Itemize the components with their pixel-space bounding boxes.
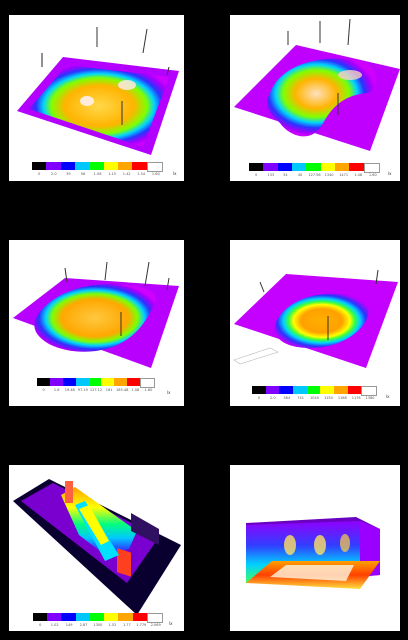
tick: 1.58 bbox=[131, 388, 140, 392]
tick: 1150 bbox=[323, 396, 333, 400]
tick: 1.60 bbox=[368, 173, 377, 177]
tick: 2.0 bbox=[51, 172, 57, 176]
legend-ticks-1: 0 2.0 39 56 1.08 1.15 1.42 1.54 1.60 bbox=[32, 172, 163, 176]
color-legend-1 bbox=[32, 162, 163, 172]
tick: 127.56 bbox=[308, 173, 321, 177]
tick: 0 bbox=[255, 173, 258, 177]
tick: 1.52 bbox=[108, 623, 117, 627]
tick: 185.48 bbox=[116, 388, 129, 392]
tick: 1.02 bbox=[50, 623, 59, 627]
tick: 384 bbox=[283, 396, 291, 400]
tick: 161 bbox=[105, 388, 113, 392]
tick: 741 bbox=[297, 396, 304, 400]
tick: 34 bbox=[283, 173, 288, 177]
tick: 1168 bbox=[337, 396, 347, 400]
tick: 1.15 bbox=[108, 172, 116, 176]
color-legend-2 bbox=[249, 163, 380, 173]
color-legend-4 bbox=[252, 386, 378, 396]
illuminance-plot-5 bbox=[13, 479, 181, 615]
tick: 56 bbox=[80, 172, 86, 176]
legend-ticks-5: 0 1.02 149 2.87 1300 1.52 1.77 1.779 2.0… bbox=[33, 623, 163, 627]
tick: 2.87 bbox=[79, 623, 88, 627]
illuminance-plot-4 bbox=[233, 269, 398, 368]
legend-unit-2: lx bbox=[388, 171, 392, 176]
tick: 127.12 bbox=[89, 388, 103, 392]
rendering-panel-5: 0 1.02 149 2.87 1300 1.52 1.77 1.779 2.0… bbox=[9, 465, 184, 631]
rendering-panel-4: 0 2.0 384 741 1040 1150 1168 1176 1380 l… bbox=[230, 240, 400, 406]
tick: 1040 bbox=[310, 396, 319, 400]
illuminance-plot-6 bbox=[246, 517, 380, 589]
tick: 1.60 bbox=[151, 172, 160, 176]
tick: 1.77 bbox=[122, 623, 131, 627]
tick: 1.8 bbox=[53, 388, 60, 392]
legend-unit-3: lx bbox=[167, 390, 171, 395]
tick: 133 bbox=[267, 173, 275, 177]
legend-ticks-2: 0 133 34 40 127.56 1340 1471 1.48 1.60 bbox=[249, 173, 380, 177]
tick: 39 bbox=[66, 172, 71, 176]
tick: 1176 bbox=[351, 396, 361, 400]
tick: 1.54 bbox=[137, 172, 146, 176]
tick: 1340 bbox=[324, 173, 334, 177]
rendering-panel-6 bbox=[230, 465, 400, 631]
rendering-panel-2: 0 133 34 40 127.56 1340 1471 1.48 1.60 l… bbox=[230, 15, 400, 181]
legend-ticks-3: 0 1.8 19.48 97.19 127.12 161 185.48 1.58… bbox=[37, 388, 155, 392]
tick: 1300 bbox=[93, 623, 103, 627]
tick: 1471 bbox=[339, 173, 349, 177]
tick: 1380 bbox=[365, 396, 375, 400]
tick: 97.19 bbox=[77, 388, 88, 392]
tick: 1.779 bbox=[136, 623, 147, 627]
tick: 2.069 bbox=[150, 623, 161, 627]
tick: 1.48 bbox=[354, 173, 363, 177]
legend-unit-1: lx bbox=[173, 171, 177, 176]
tick: 0 bbox=[42, 388, 45, 392]
tick: 19.48 bbox=[64, 388, 75, 392]
illuminance-plot-2 bbox=[234, 18, 400, 151]
color-legend-5 bbox=[33, 613, 163, 623]
tick: 1.42 bbox=[122, 172, 131, 176]
legend-ticks-4: 0 2.0 384 741 1040 1150 1168 1176 1380 bbox=[252, 396, 377, 400]
rendering-panel-1: 0 2.0 39 56 1.08 1.15 1.42 1.54 1.60 lx bbox=[9, 15, 184, 181]
tick: 1.60 bbox=[144, 388, 153, 392]
tick: 40 bbox=[297, 173, 303, 177]
tick: 0 bbox=[38, 172, 41, 176]
legend-unit-5: lx bbox=[169, 621, 173, 626]
tick: 149 bbox=[65, 623, 73, 627]
tick: 0 bbox=[39, 623, 42, 627]
rendering-panel-3: 0 1.8 19.48 97.19 127.12 161 185.48 1.58… bbox=[9, 240, 184, 406]
color-legend-3 bbox=[37, 378, 156, 388]
tick: 2.0 bbox=[270, 396, 276, 400]
tick: 1.08 bbox=[93, 172, 102, 176]
legend-unit-4: lx bbox=[386, 394, 390, 399]
tick: 0 bbox=[257, 396, 261, 400]
illuminance-plot-3 bbox=[13, 261, 179, 368]
illuminance-plot-1 bbox=[17, 27, 179, 155]
